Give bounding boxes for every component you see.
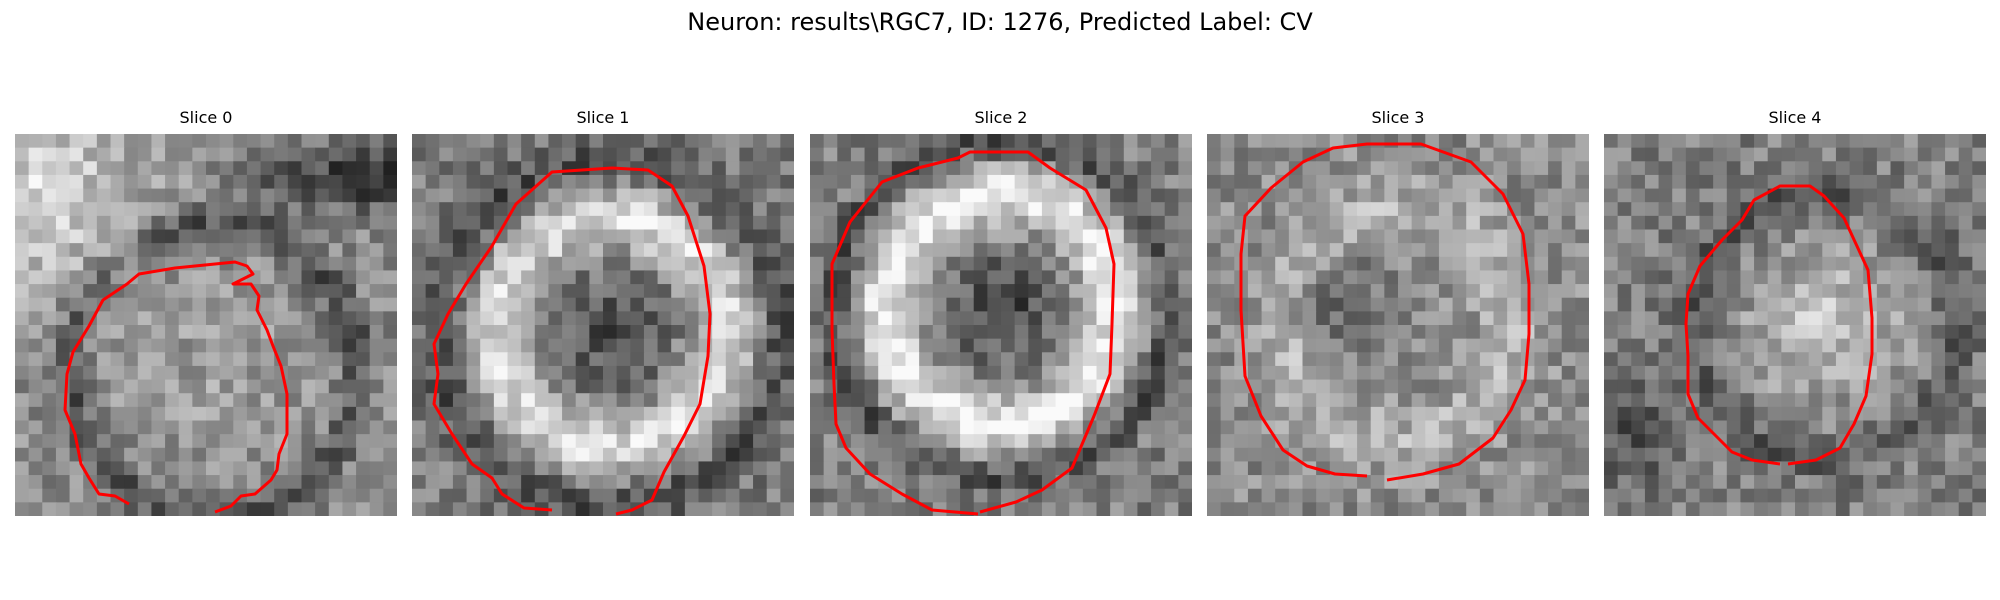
slice-panel-2: Slice 2 — [810, 108, 1192, 516]
slice-panel-0: Slice 0 — [15, 108, 397, 516]
figure-title: Neuron: results\RGC7, ID: 1276, Predicte… — [687, 8, 1313, 36]
slice-image-1 — [412, 134, 794, 516]
slice-title-1: Slice 1 — [576, 108, 630, 127]
cell-contour — [432, 166, 712, 516]
pixel-grid — [810, 134, 1192, 516]
slice-panel-1: Slice 1 — [412, 108, 794, 516]
cell-contour — [830, 150, 1116, 516]
slice-title-4: Slice 4 — [1768, 108, 1822, 127]
slice-image-0 — [15, 134, 397, 516]
cell-contour — [63, 260, 289, 514]
slice-image-2 — [810, 134, 1192, 516]
slice-panel-4: Slice 4 — [1604, 108, 1986, 516]
pixel-grid — [412, 134, 794, 516]
pixel-grid — [15, 134, 397, 516]
cell-contour — [1239, 142, 1531, 482]
slice-title-3: Slice 3 — [1371, 108, 1425, 127]
slice-panel-3: Slice 3 — [1207, 108, 1589, 516]
slice-image-3 — [1207, 134, 1589, 516]
pixel-grid — [1604, 134, 1986, 516]
cell-contour — [1684, 184, 1874, 466]
slice-image-4 — [1604, 134, 1986, 516]
slice-title-2: Slice 2 — [974, 108, 1028, 127]
slice-title-0: Slice 0 — [179, 108, 233, 127]
pixel-grid — [1207, 134, 1589, 516]
